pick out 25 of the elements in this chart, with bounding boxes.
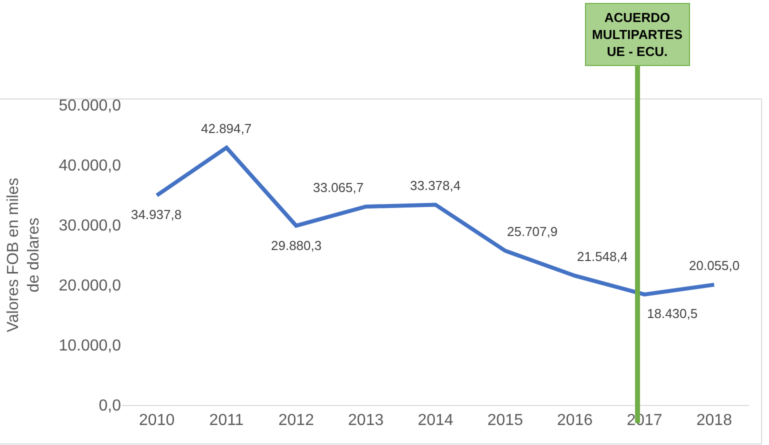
data-label: 33.065,7 bbox=[313, 180, 364, 195]
data-label: 34.937,8 bbox=[131, 207, 182, 222]
y-tick-label: 30.000,0 bbox=[58, 218, 122, 235]
data-label: 33.378,4 bbox=[410, 178, 461, 193]
y-tick-label: 10.000,0 bbox=[58, 338, 122, 355]
y-tick-label: 50.000,0 bbox=[58, 98, 122, 115]
y-tick-label: 0,0 bbox=[98, 398, 122, 415]
data-label: 29.880,3 bbox=[271, 238, 322, 253]
x-tick-label: 2010 bbox=[139, 412, 175, 430]
y-tick-label: 20.000,0 bbox=[58, 278, 122, 295]
x-tick-label: 2012 bbox=[278, 412, 314, 430]
data-label: 42.894,7 bbox=[201, 121, 252, 136]
x-tick-label: 2011 bbox=[209, 412, 244, 430]
data-label: 21.548,4 bbox=[577, 249, 628, 264]
x-tick-label: 2018 bbox=[696, 412, 732, 430]
y-tick-label: 40.000,0 bbox=[58, 158, 122, 175]
y-axis-title: Valores FOB en miles de dolares bbox=[4, 178, 43, 332]
data-label: 18.430,5 bbox=[647, 306, 698, 321]
data-label: 25.707,9 bbox=[507, 224, 558, 239]
x-tick-label: 2015 bbox=[487, 412, 524, 430]
x-tick-label: 2014 bbox=[418, 412, 454, 430]
x-tick-label: 2016 bbox=[557, 412, 593, 430]
ref-line-label: ACUERDO MULTIPARTES UE - ECU. bbox=[592, 10, 683, 59]
x-tick-label: 2013 bbox=[348, 412, 384, 430]
data-label: 20.055,0 bbox=[689, 258, 740, 273]
